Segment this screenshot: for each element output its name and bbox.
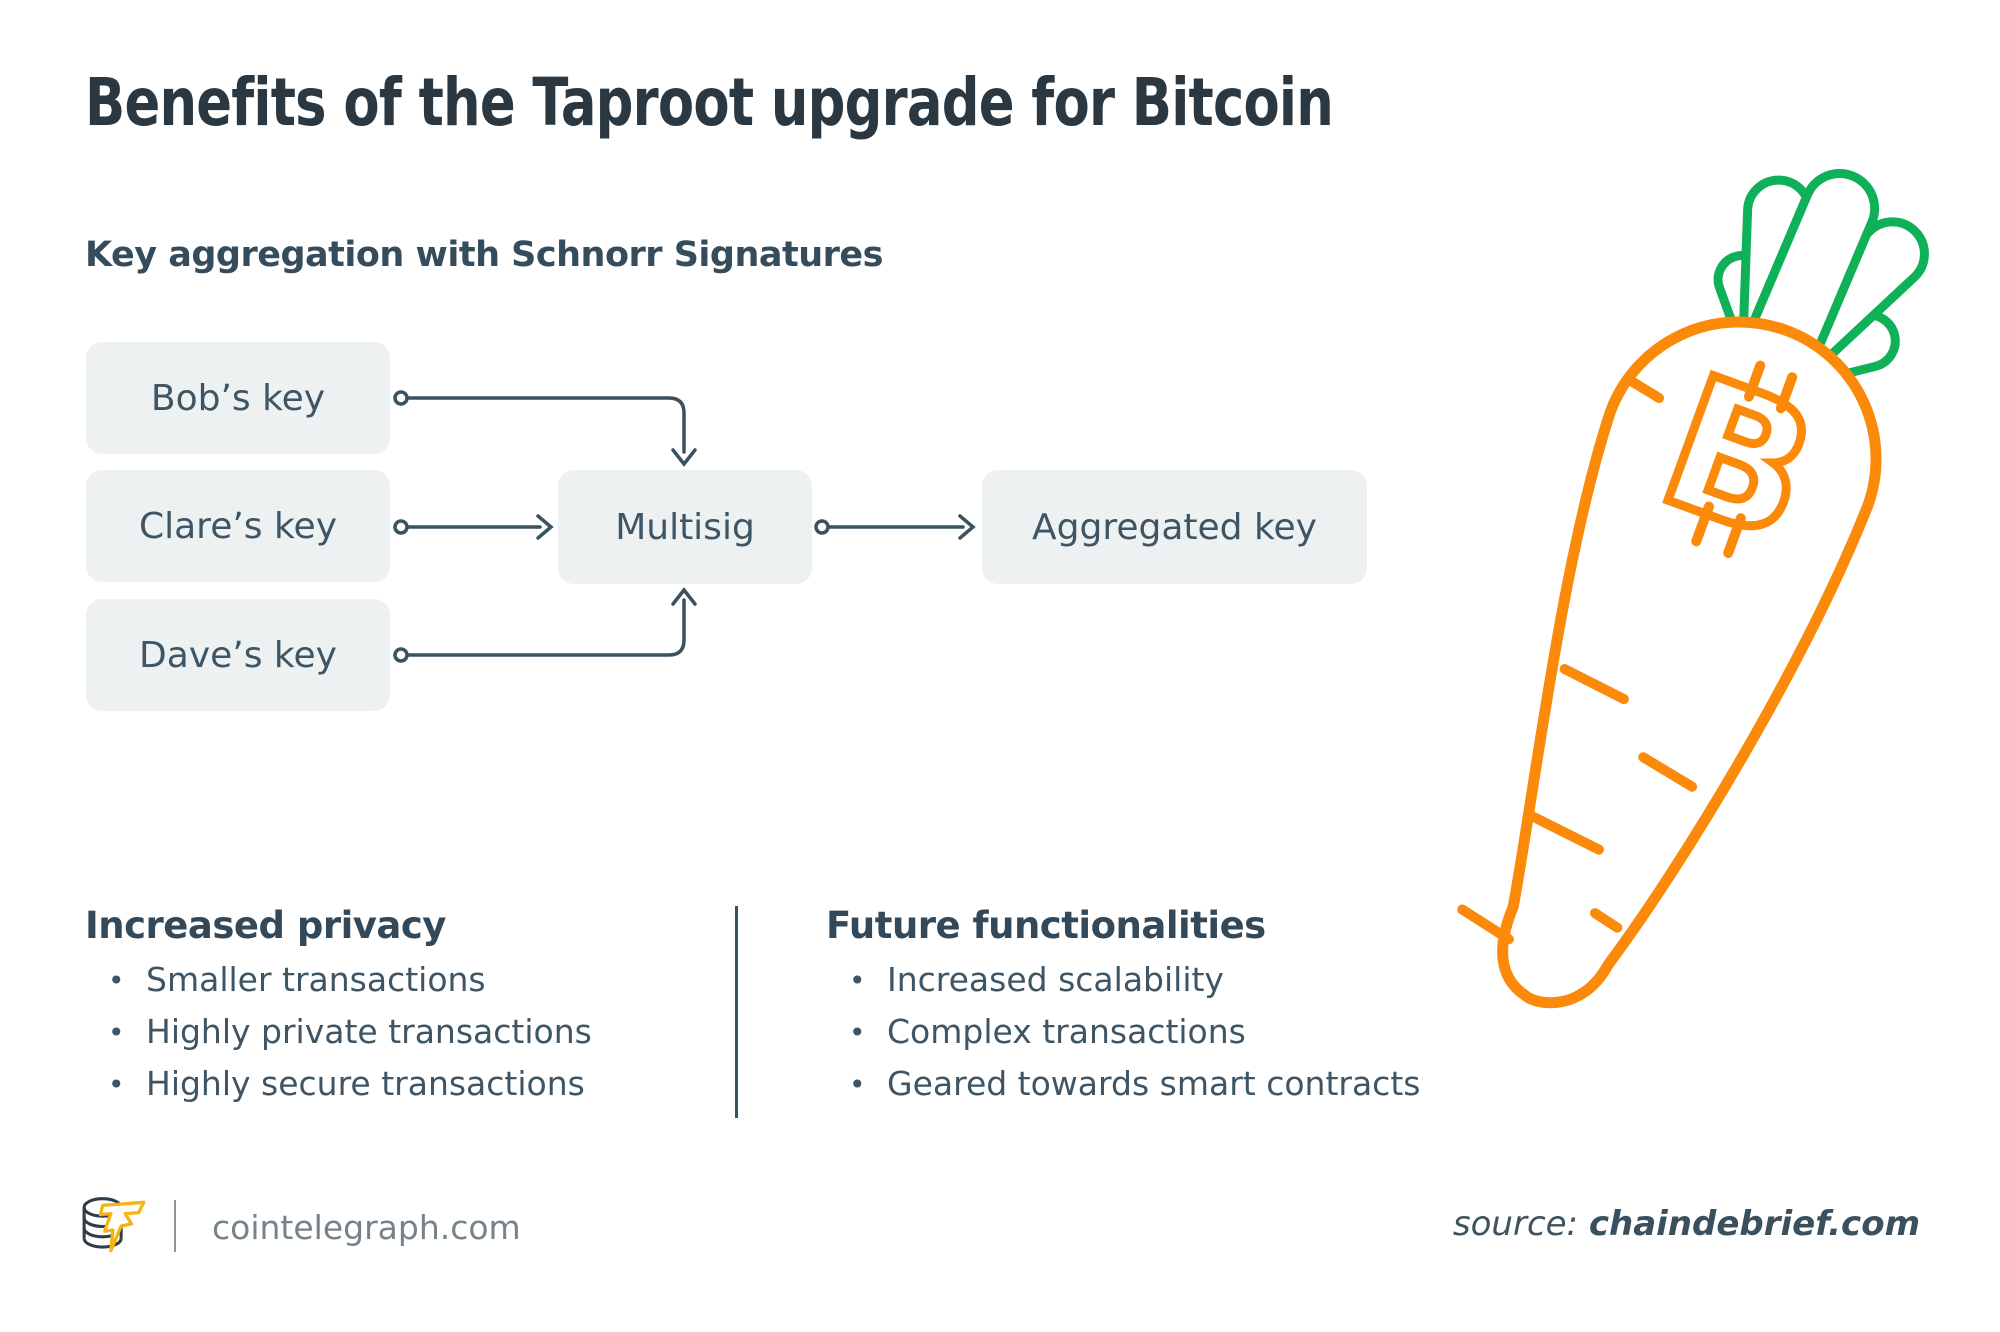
section-heading-increased-privacy: Increased privacy — [85, 904, 446, 947]
footer-divider — [174, 1200, 176, 1252]
connector-start-dot — [393, 647, 409, 663]
connector-start-dot — [393, 519, 409, 535]
list-item: Highly secure transactions — [108, 1064, 592, 1105]
list-item: Smaller transactions — [108, 960, 592, 1001]
arrowhead-down-icon — [671, 448, 697, 467]
section-divider — [735, 906, 738, 1118]
list-item: Geared towards smart contracts — [849, 1064, 1420, 1105]
arrowhead-right-icon — [536, 514, 554, 540]
node-multisig: Multisig — [558, 470, 812, 584]
carrot-body-icon — [1497, 316, 1882, 1009]
connector-dave-multisig — [406, 598, 686, 657]
node-daves-key: Dave’s key — [86, 599, 390, 711]
list-item: Increased scalability — [849, 960, 1420, 1001]
node-aggregated-key: Aggregated key — [982, 470, 1367, 584]
site-label: cointelegraph.com — [212, 1208, 521, 1247]
cointelegraph-logo — [82, 1197, 146, 1253]
source-prefix: source: — [1452, 1204, 1589, 1244]
page-title: Benefits of the Taproot upgrade for Bitc… — [85, 64, 1334, 141]
connector-start-dot — [393, 390, 409, 406]
carrot-ridges-icon — [1457, 377, 1698, 945]
node-bobs-key: Bob’s key — [86, 342, 390, 454]
connector-start-dot — [814, 519, 830, 535]
section-heading-future-functionalities: Future functionalities — [826, 904, 1266, 947]
lightning-t-icon — [98, 1200, 146, 1253]
node-clares-key: Clare’s key — [86, 470, 390, 582]
source-site: chaindebrief.com — [1588, 1204, 1920, 1244]
connector-bob-multisig — [406, 396, 686, 454]
list-item: Complex transactions — [849, 1012, 1420, 1053]
future-functionalities-list: Increased scalability Complex transactio… — [849, 960, 1420, 1116]
arrowhead-right-icon — [958, 514, 976, 540]
bitcoin-carrot-icon: B — [1457, 169, 1929, 1009]
arrowhead-up-icon — [671, 587, 697, 606]
list-item: Highly private transactions — [108, 1012, 592, 1053]
diagram-subtitle: Key aggregation with Schnorr Signatures — [85, 235, 884, 275]
source-label: source: chaindebrief.com — [1453, 1204, 1920, 1244]
increased-privacy-list: Smaller transactions Highly private tran… — [108, 960, 592, 1116]
